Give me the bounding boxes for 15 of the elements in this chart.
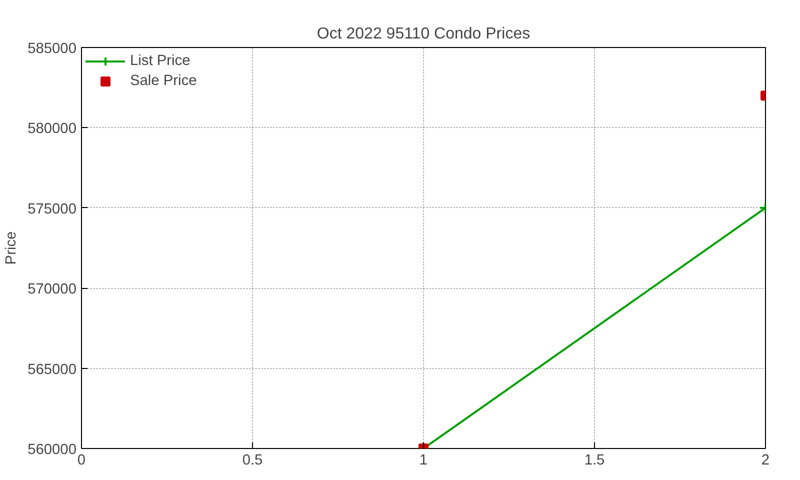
y-tick-label: 580000 bbox=[28, 121, 77, 138]
legend-label: List Price bbox=[130, 53, 190, 69]
y-tick-label: 575000 bbox=[28, 201, 77, 218]
x-tick-label: 1.5 bbox=[584, 452, 605, 468]
legend-label: Sale Price bbox=[130, 73, 197, 89]
y-tick-label: 585000 bbox=[28, 41, 77, 57]
y-tick-label: 570000 bbox=[28, 282, 77, 298]
y-tick-label: 565000 bbox=[28, 362, 77, 378]
chart-title: Oct 2022 95110 Condo Prices bbox=[316, 26, 530, 42]
y-tick-label: 560000 bbox=[28, 442, 77, 458]
x-tick-label: 0 bbox=[77, 452, 86, 468]
x-tick-label: 2 bbox=[761, 452, 770, 468]
y-axis-title: Price bbox=[4, 231, 20, 265]
x-tick-label: 1 bbox=[419, 452, 428, 468]
x-tick-label: 0.5 bbox=[242, 452, 263, 468]
